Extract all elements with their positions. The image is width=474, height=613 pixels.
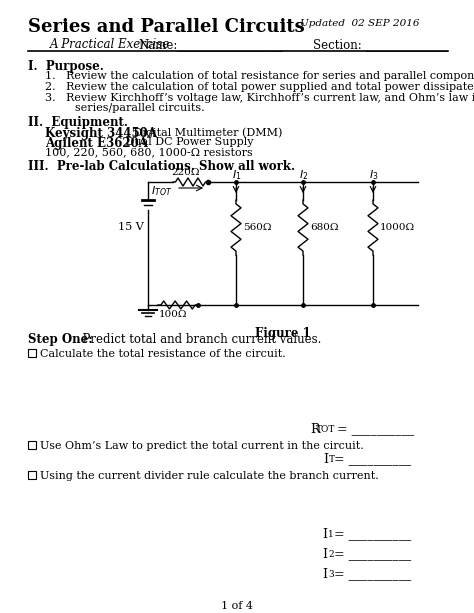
Text: Dual DC Power Supply: Dual DC Power Supply <box>122 137 254 147</box>
Text: 1: 1 <box>328 530 334 539</box>
Text: Predict total and branch current values.: Predict total and branch current values. <box>75 333 321 346</box>
Bar <box>28 349 36 357</box>
Text: 220Ω: 220Ω <box>171 168 200 177</box>
Text: 3.   Review Kirchhoff’s voltage law, Kirchhoff’s current law, and Ohm’s law in a: 3. Review Kirchhoff’s voltage law, Kirch… <box>45 93 474 103</box>
Text: I: I <box>322 548 327 561</box>
Text: = __________: = __________ <box>334 568 411 581</box>
Text: 15 V: 15 V <box>118 222 144 232</box>
Text: = __________: = __________ <box>334 453 411 466</box>
Text: 100Ω: 100Ω <box>159 310 187 319</box>
Text: = __________: = __________ <box>334 528 411 541</box>
Text: I: I <box>323 453 328 466</box>
Text: $I_1$: $I_1$ <box>232 168 242 182</box>
Text: 1 of 4: 1 of 4 <box>221 601 253 611</box>
Text: $I_3$: $I_3$ <box>369 168 379 182</box>
Bar <box>28 471 36 479</box>
Text: I.  Purpose.: I. Purpose. <box>28 60 104 73</box>
Text: R: R <box>310 423 319 436</box>
Text: 2: 2 <box>328 550 334 559</box>
Text: T: T <box>329 455 335 464</box>
Text: $I_2$: $I_2$ <box>299 168 309 182</box>
Text: Using the current divider rule calculate the branch current.: Using the current divider rule calculate… <box>40 471 379 481</box>
Text: 1.   Review the calculation of total resistance for series and parallel componen: 1. Review the calculation of total resis… <box>45 71 474 81</box>
Text: Agilent E3620A: Agilent E3620A <box>45 137 148 150</box>
Text: Keysight 34450A: Keysight 34450A <box>45 127 157 140</box>
Text: 100, 220, 560, 680, 1000-Ω resistors: 100, 220, 560, 680, 1000-Ω resistors <box>45 147 253 157</box>
Bar <box>28 441 36 449</box>
Text: A Practical Exercise: A Practical Exercise <box>50 38 170 51</box>
Text: Step One:: Step One: <box>28 333 92 346</box>
Text: I: I <box>322 568 327 581</box>
Text: Updated  02 SEP 2016: Updated 02 SEP 2016 <box>300 19 419 28</box>
Text: Figure 1: Figure 1 <box>255 327 311 340</box>
Text: I: I <box>322 528 327 541</box>
Text: III.  Pre-lab Calculations. Show all work.: III. Pre-lab Calculations. Show all work… <box>28 160 295 173</box>
Text: Calculate the total resistance of the circuit.: Calculate the total resistance of the ci… <box>40 349 286 359</box>
Text: 560Ω: 560Ω <box>243 223 272 232</box>
Text: = __________: = __________ <box>334 548 411 561</box>
Text: 1000Ω: 1000Ω <box>380 223 415 232</box>
Text: Digital Multimeter (DMM): Digital Multimeter (DMM) <box>130 127 283 137</box>
Text: 680Ω: 680Ω <box>310 223 338 232</box>
Text: TOT: TOT <box>316 425 336 434</box>
Text: Use Ohm’s Law to predict the total current in the circuit.: Use Ohm’s Law to predict the total curre… <box>40 441 364 451</box>
Text: Name:__________________: Name:__________________ <box>138 38 283 51</box>
Text: $I_{TOT}$: $I_{TOT}$ <box>151 184 173 198</box>
Text: series/parallel circuits.: series/parallel circuits. <box>54 103 205 113</box>
Text: II.  Equipment.: II. Equipment. <box>28 116 128 129</box>
Text: Series and Parallel Circuits: Series and Parallel Circuits <box>28 18 305 36</box>
Text: 2.   Review the calculation of total power supplied and total power dissipated.: 2. Review the calculation of total power… <box>45 82 474 92</box>
Text: = __________: = __________ <box>333 423 414 436</box>
Text: 3: 3 <box>328 570 334 579</box>
Text: Section: ______________: Section: ______________ <box>313 38 448 51</box>
